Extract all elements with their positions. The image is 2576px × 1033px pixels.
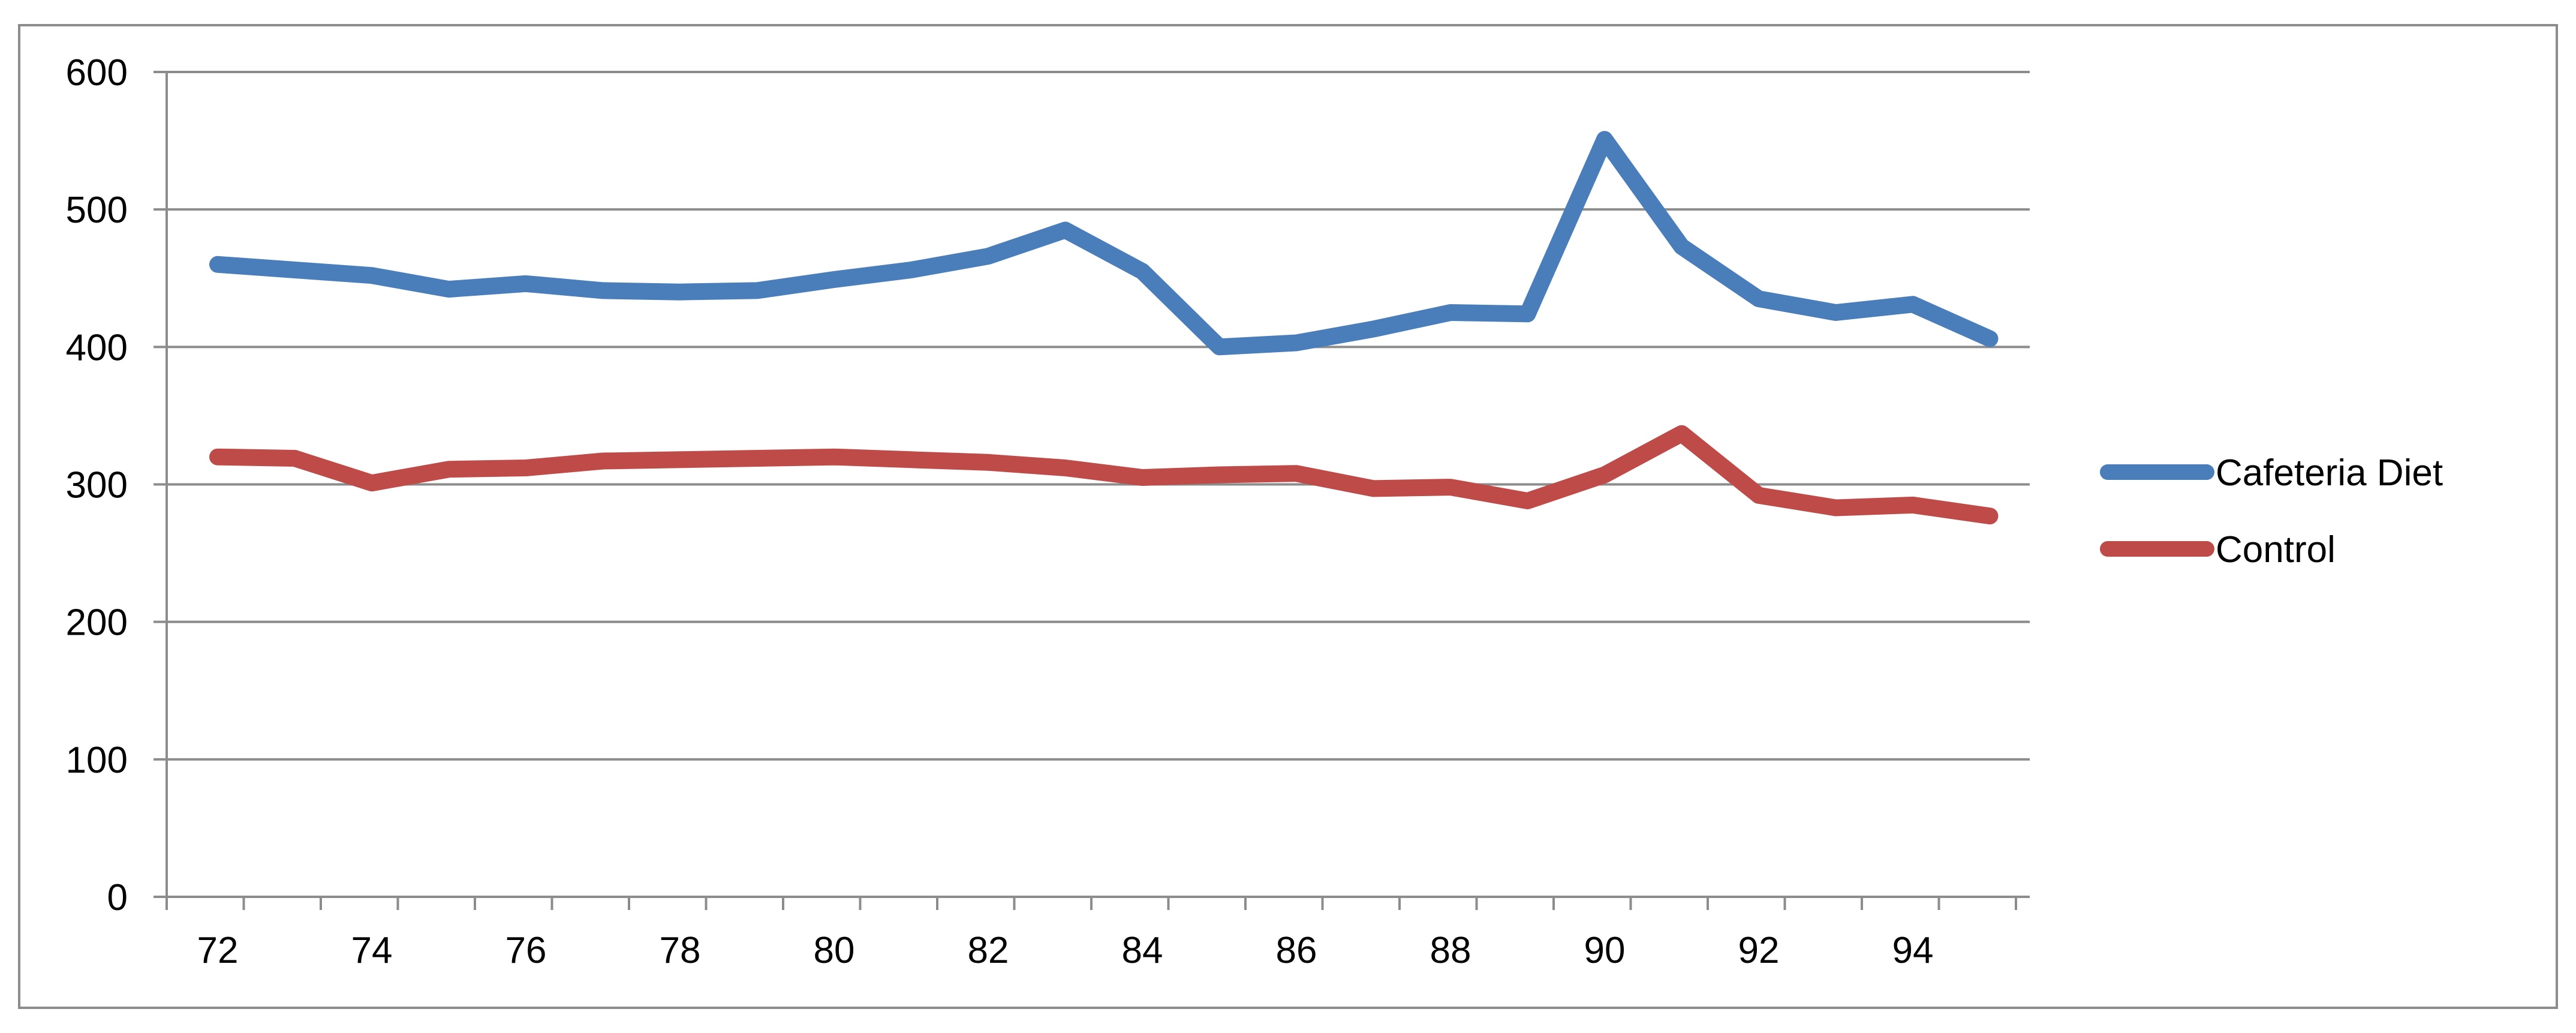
y-tick-label: 100 <box>66 740 128 781</box>
y-tick-label: 600 <box>66 52 128 94</box>
y-tick-label: 400 <box>66 327 128 368</box>
x-tick-label: 88 <box>1430 930 1471 971</box>
series-line-cafeteria-diet <box>209 131 1999 356</box>
x-tick-label: 92 <box>1738 930 1780 971</box>
series-line-control <box>209 425 1999 525</box>
y-tick-label: 0 <box>107 877 128 918</box>
x-tick-label: 72 <box>197 930 239 971</box>
x-tick-label: 82 <box>968 930 1009 971</box>
x-tick-label: 94 <box>1892 930 1934 971</box>
axes <box>154 71 2030 910</box>
x-tick-label: 90 <box>1584 930 1626 971</box>
gridlines <box>167 71 2030 761</box>
x-tick-label: 86 <box>1276 930 1317 971</box>
x-tick-label: 80 <box>814 930 855 971</box>
series-lines <box>209 131 1999 525</box>
x-tick-label: 78 <box>660 930 701 971</box>
x-tick-label: 84 <box>1122 930 1163 971</box>
legend: Cafeteria Diet Control <box>2100 452 2443 570</box>
y-axis-tick-labels: 0 100 200 300 400 500 600 <box>66 52 128 918</box>
y-tick-label: 300 <box>66 465 128 506</box>
chart-border <box>18 24 2558 1009</box>
x-tick-label: 76 <box>505 930 547 971</box>
y-tick-label: 200 <box>66 602 128 644</box>
x-tick-label: 74 <box>351 930 393 971</box>
legend-label: Control <box>2216 529 2336 570</box>
y-tick-label: 500 <box>66 190 128 231</box>
legend-label: Cafeteria Diet <box>2216 452 2443 494</box>
x-axis-tick-labels: 72 74 76 78 80 82 84 86 88 90 92 94 <box>197 930 1934 971</box>
